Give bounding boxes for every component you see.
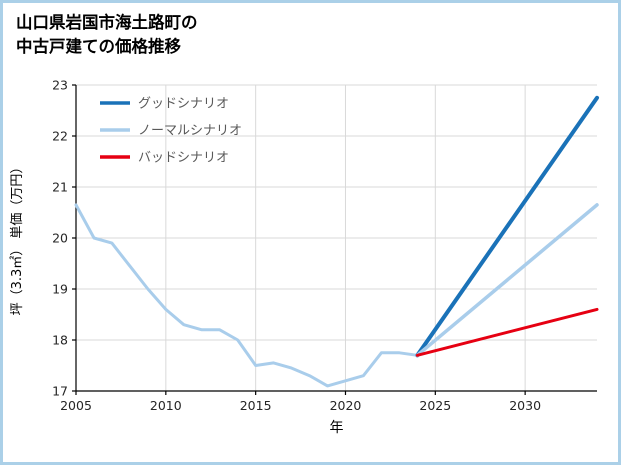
x-tick-label: 2005 xyxy=(60,398,92,413)
x-tick-label: 2025 xyxy=(419,398,451,413)
series-line-bad-scenario xyxy=(415,307,599,357)
y-tick-label: 17 xyxy=(52,384,68,399)
x-tick-label: 2020 xyxy=(330,398,362,413)
legend-label-0: グッドシナリオ xyxy=(138,97,229,112)
legend-label-2: バッドシナリオ xyxy=(138,151,229,166)
page-title-line-2: 中古戸建ての価格推移 xyxy=(16,36,181,56)
page-title: 山口県岩国市海土路町の 中古戸建ての価格推移 xyxy=(16,11,198,59)
page-title-line-1: 山口県岩国市海土路町の xyxy=(16,13,198,32)
y-tick-label: 22 xyxy=(52,129,68,144)
x-tick-label: 2030 xyxy=(509,398,541,413)
series-line-normal-scenario xyxy=(415,203,599,358)
y-tick-label: 23 xyxy=(52,78,68,93)
y-tick-label: 19 xyxy=(52,282,68,297)
y-axis-label: 坪（3.3㎡） 単価（万円） xyxy=(9,161,25,316)
x-axis-label: 年 xyxy=(330,420,344,436)
y-tick-label: 20 xyxy=(52,231,68,246)
x-tick-label: 2010 xyxy=(150,398,182,413)
series-line-historical xyxy=(74,203,419,388)
y-tick-label: 18 xyxy=(52,333,68,348)
y-tick-label: 21 xyxy=(52,180,68,195)
series-line-good-scenario xyxy=(415,95,599,358)
x-tick-label: 2015 xyxy=(240,398,272,413)
legend-label-1: ノーマルシナリオ xyxy=(138,124,242,139)
price-trend-chart: 2005 2010 2015 2020 2025 2030 17 18 19 20 21 22 23 年 坪… xyxy=(9,78,599,436)
